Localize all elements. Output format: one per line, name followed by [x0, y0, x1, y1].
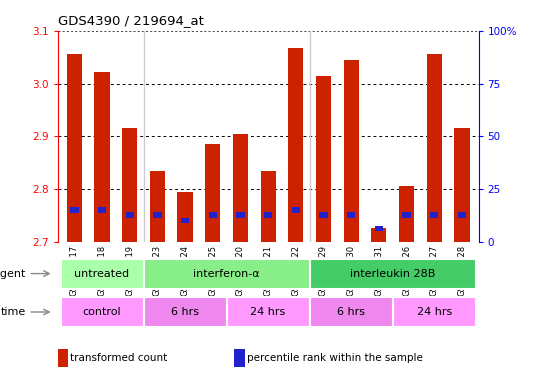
Bar: [208, 212, 217, 218]
Bar: [125, 212, 134, 218]
Text: time: time: [1, 307, 26, 317]
Bar: [371, 228, 387, 242]
Bar: [178, 192, 192, 242]
Text: percentile rank within the sample: percentile rank within the sample: [247, 353, 423, 363]
Text: transformed count: transformed count: [70, 353, 168, 363]
Bar: [288, 48, 304, 242]
Text: GDS4390 / 219694_at: GDS4390 / 219694_at: [58, 14, 204, 27]
Text: 6 hrs: 6 hrs: [171, 307, 199, 317]
Bar: [233, 134, 248, 242]
Text: 24 hrs: 24 hrs: [416, 307, 452, 317]
Text: interleukin 28B: interleukin 28B: [350, 268, 436, 279]
Bar: [427, 55, 442, 242]
Bar: [458, 212, 466, 218]
Bar: [264, 212, 272, 218]
Bar: [393, 297, 476, 327]
Text: 24 hrs: 24 hrs: [250, 307, 286, 317]
Bar: [375, 225, 383, 232]
Bar: [150, 170, 165, 242]
Bar: [95, 72, 109, 242]
Bar: [153, 212, 162, 218]
Bar: [181, 218, 189, 223]
Bar: [70, 207, 79, 213]
Bar: [205, 144, 221, 242]
Bar: [454, 128, 470, 242]
Text: interferon-α: interferon-α: [193, 268, 260, 279]
Bar: [316, 76, 331, 242]
Bar: [403, 212, 411, 218]
Bar: [261, 170, 276, 242]
Text: untreated: untreated: [74, 268, 130, 279]
Text: 6 hrs: 6 hrs: [337, 307, 365, 317]
Bar: [320, 212, 328, 218]
Bar: [292, 207, 300, 213]
Bar: [58, 349, 68, 367]
Bar: [60, 297, 144, 327]
Bar: [310, 258, 476, 289]
Bar: [122, 128, 138, 242]
Bar: [227, 297, 310, 327]
Bar: [67, 55, 82, 242]
Bar: [430, 212, 438, 218]
Text: control: control: [82, 307, 122, 317]
Bar: [144, 297, 227, 327]
Bar: [60, 258, 144, 289]
Bar: [234, 349, 245, 367]
Bar: [347, 212, 355, 218]
Bar: [144, 258, 310, 289]
Text: agent: agent: [0, 268, 26, 279]
Bar: [236, 212, 245, 218]
Bar: [344, 60, 359, 242]
Bar: [98, 207, 106, 213]
Bar: [310, 297, 393, 327]
Bar: [399, 187, 414, 242]
